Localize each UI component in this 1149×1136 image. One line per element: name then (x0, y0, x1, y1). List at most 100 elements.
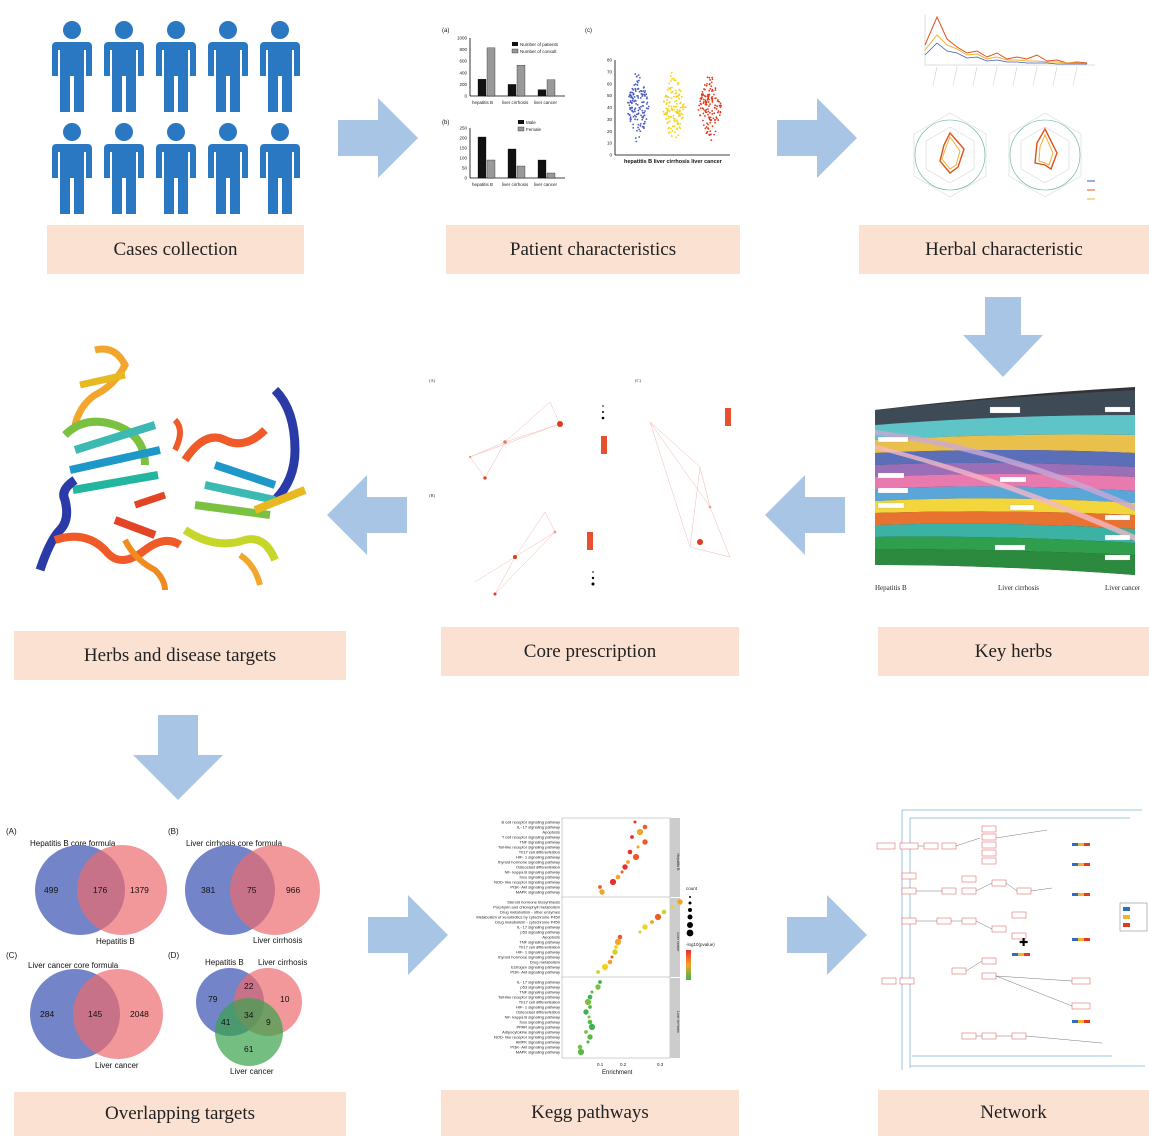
venn-a-right: 1379 (130, 885, 149, 895)
key-herbs-sankey: Hepatitis B Liver cirrhosis Liver cancer (870, 385, 1141, 595)
scatter-point (639, 97, 642, 99)
scatter-point (707, 108, 709, 110)
protein-structure-image (25, 340, 325, 610)
core-tag-a: (A) (429, 378, 436, 383)
scatter-point (632, 123, 634, 126)
scatter-point (641, 101, 643, 104)
scatter-point (715, 108, 718, 110)
kegg-dot (588, 1023, 596, 1031)
scatter-point (642, 122, 645, 125)
scatter-point (647, 105, 650, 108)
scatter-point (703, 94, 706, 97)
scatter-point (663, 100, 665, 103)
scatter-point (676, 108, 679, 111)
scatter-point (702, 98, 705, 101)
kegg-pathway-label: Drug metabolism - cytochrome P450 (495, 920, 561, 925)
venn-c-mid: 145 (88, 1009, 102, 1019)
arrow-down-icon (133, 715, 223, 800)
scatter-point (669, 127, 672, 130)
scatter-point (634, 88, 637, 91)
scatter-point (635, 102, 638, 105)
kegg-dot (587, 994, 593, 1000)
scatter-point (668, 82, 671, 85)
scatter-point (715, 117, 718, 120)
kegg-pathway-label: Th17 cell differentiation (519, 850, 560, 855)
scatter-point (711, 78, 714, 81)
scatter-point (641, 109, 644, 112)
scatter-point (673, 119, 676, 121)
scatter-point (713, 112, 716, 115)
scatter-point (709, 79, 711, 81)
kegg-dot (636, 845, 640, 849)
scatter-point (675, 136, 678, 139)
kegg-dot (633, 820, 637, 824)
scatter-point (632, 92, 635, 95)
venn-d-n2: 22 (244, 981, 254, 991)
scatter-point (718, 104, 721, 107)
scatter-point (717, 119, 720, 121)
scatter-point (664, 113, 667, 116)
scatter-point (644, 120, 646, 123)
kegg-pathway-label: NF- kappa B signaling pathway (505, 1015, 560, 1020)
scatter-point (708, 98, 710, 101)
scatter-point (676, 102, 678, 105)
scatter-point (644, 95, 646, 97)
scatter-point (666, 122, 669, 125)
scatter-point (673, 79, 676, 82)
bar-male (477, 136, 487, 179)
scatter-point (637, 96, 640, 99)
kegg-dot (587, 1015, 591, 1019)
arrow-right-icon (777, 98, 857, 178)
kegg-dot (610, 955, 614, 959)
kegg-pathway-label: Steroid hormone biosynthesis (507, 900, 560, 905)
kegg-pathway-label: p53 signaling pathway (520, 985, 560, 990)
scatter-point (716, 99, 719, 101)
scatter-point (715, 116, 718, 119)
scatter-point (671, 130, 674, 132)
venn-a-tag: (A) (6, 827, 17, 836)
scatter-point (632, 127, 635, 129)
scatter-point (639, 108, 642, 110)
scatter-point (671, 108, 674, 111)
venn-b-tag: (B) (168, 827, 179, 836)
kegg-dot (626, 860, 630, 864)
y-tick-label: 250 (459, 126, 467, 131)
bar-male (537, 159, 547, 179)
kegg-pathway-label: TNF signaling pathway (519, 840, 560, 845)
scatter-point (709, 122, 712, 124)
scatter-point (670, 71, 673, 74)
network-svg: ✚ (876, 809, 1148, 1070)
scatter-point (632, 115, 635, 118)
kegg-pathway-label: Adipocytokine signaling pathway (502, 1030, 560, 1035)
scatter-point (645, 103, 648, 105)
bar-number-of-consult (516, 65, 526, 97)
venn-d-n6: 9 (266, 1017, 271, 1027)
scatter-point (681, 106, 684, 108)
scatter-point (631, 99, 634, 102)
kegg-dot (607, 959, 613, 965)
arrow-right-icon (368, 895, 448, 975)
scatter-point (633, 110, 636, 113)
scatter-point (671, 125, 674, 128)
scatter-point (704, 109, 707, 112)
scatter-point (662, 110, 665, 113)
scatter-point (666, 107, 669, 110)
scatter-point (646, 101, 649, 104)
scatter-point (718, 114, 721, 117)
chart-a-bars (477, 47, 556, 97)
scatter-point (679, 90, 682, 93)
venn-c-left: 284 (40, 1009, 54, 1019)
scatter-point (683, 106, 685, 109)
scatter-point (634, 90, 637, 93)
kegg-dotplot: B cell receptor signaling pathway IL- 17 … (440, 812, 740, 1082)
scatter-point (669, 87, 672, 89)
scatter-point (636, 94, 638, 97)
kegg-pathway-label: thyroid hormone signaling pathway (498, 860, 560, 865)
scatter-point (705, 132, 708, 135)
kegg-strip-label: Hepatitis B (676, 854, 680, 872)
kegg-dot (627, 849, 633, 855)
panel-b-tag: (b) (442, 120, 449, 126)
panel-a-tag: (a) (442, 28, 449, 34)
c-tick-label: 40 (607, 105, 613, 110)
scatter-point (673, 109, 676, 111)
